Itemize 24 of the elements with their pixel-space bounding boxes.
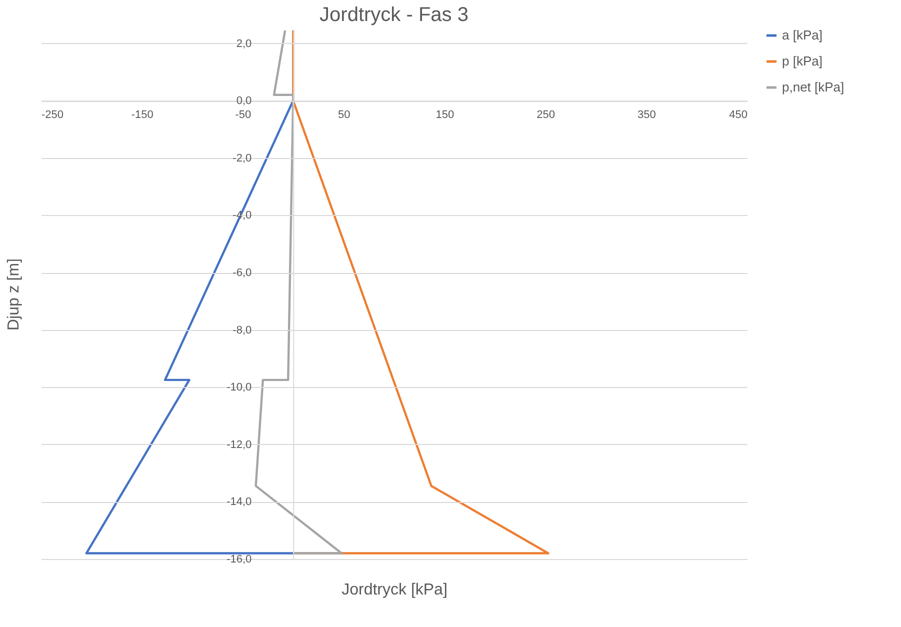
legend-label: p [kPa] [782, 54, 822, 68]
chart-title: Jordtryck - Fas 3 [320, 4, 468, 26]
y-axis-title: Djup z [m] [6, 258, 22, 331]
x-tick-label: -50 [235, 109, 252, 122]
y-tick-label: -12,0 [226, 438, 252, 451]
y-tick-label: -16,0 [226, 554, 252, 566]
y-tick-label: 0,0 [236, 95, 252, 108]
x-tick-label: 150 [436, 109, 454, 122]
legend-label: p,net [kPa] [782, 80, 844, 94]
y-tick-label: 2,0 [236, 38, 252, 50]
x-tick-label: 250 [536, 109, 555, 122]
legend-label: a [kPa] [782, 28, 822, 42]
x-tick-label: 350 [637, 109, 656, 122]
x-tick-label: -150 [131, 109, 154, 122]
y-tick-label: -6,0 [232, 267, 252, 280]
x-axis-title: Jordtryck [kPa] [342, 582, 448, 598]
x-tick-label: -250 [42, 109, 64, 122]
x-tick-label: 50 [338, 109, 350, 122]
y-tick-label: -10,0 [226, 382, 252, 394]
y-tick-label: -14,0 [226, 496, 252, 508]
y-tick-label: -2,0 [232, 152, 252, 164]
x-tick-label: 450 [729, 109, 748, 122]
y-tick-label: -4,0 [232, 210, 252, 222]
y-tick-label: -8,0 [232, 324, 252, 336]
